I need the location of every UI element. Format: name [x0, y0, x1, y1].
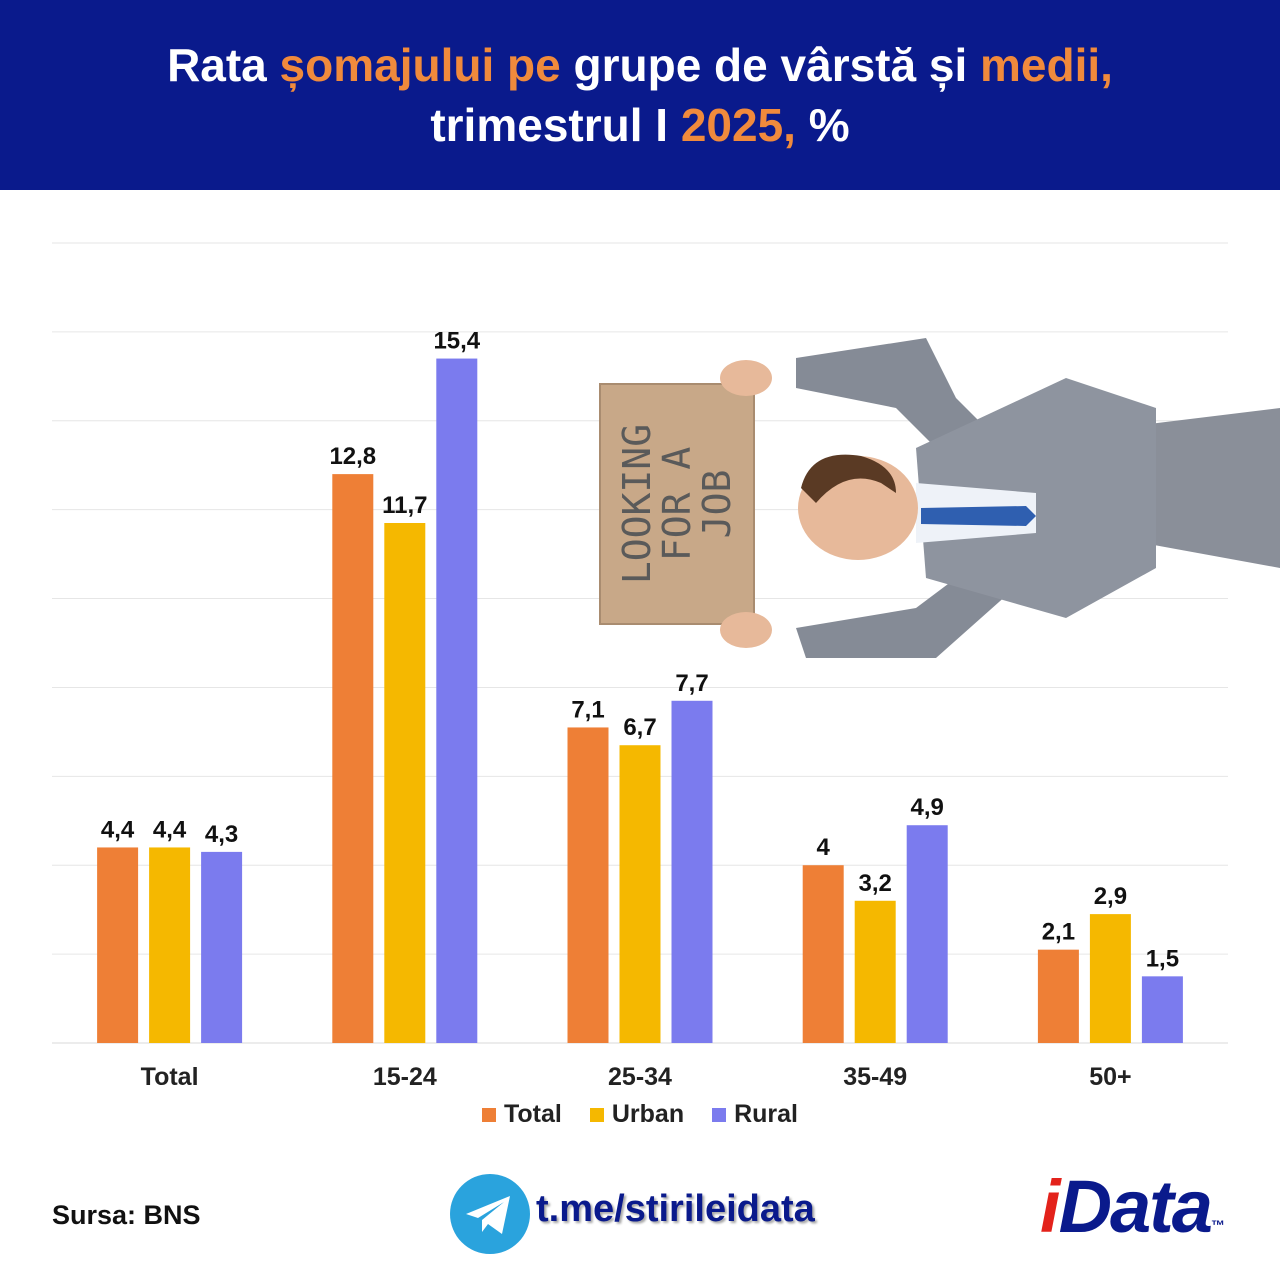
idata-logo: iData™ [1040, 1162, 1225, 1252]
chart-title-line-2: trimestrul I 2025, % [430, 95, 849, 155]
hair-shape [801, 454, 896, 503]
bar-total [567, 727, 609, 1043]
data-label: 4,9 [911, 794, 944, 821]
data-label: 6,7 [623, 714, 656, 741]
x-tick-label: 25-34 [608, 1063, 672, 1091]
data-label: 2,1 [1042, 919, 1075, 946]
bar-rural [1141, 976, 1183, 1043]
chart-title-line-1: Rata șomajului pe grupe de vârstă și med… [167, 35, 1113, 95]
x-tick-label: Total [141, 1063, 199, 1091]
data-label: 1,5 [1146, 945, 1179, 972]
x-tick-label: 35-49 [843, 1063, 907, 1091]
title-segment: șomajului pe [279, 39, 574, 91]
legend-item-urban: Urban [589, 1100, 685, 1129]
bar-urban [149, 847, 191, 1043]
telegram-link[interactable]: t.me/stirileidata [536, 1188, 815, 1230]
title-segment: medii, [980, 39, 1113, 91]
hand-bottom-shape [720, 612, 772, 648]
title-segment: % [808, 99, 850, 151]
logo-i-letter: i [1040, 1165, 1061, 1248]
bar-rural [671, 700, 713, 1043]
legend-item-total: Total [481, 1100, 562, 1129]
title-segment: Rata [167, 39, 280, 91]
bar-rural [201, 851, 243, 1043]
legend-swatch [712, 1107, 727, 1122]
data-label: 4 [817, 834, 831, 861]
job-seeker-illustration: LOOKING FOR A JOB [599, 338, 1280, 658]
logo-trademark: ™ [1210, 1217, 1225, 1233]
bar-urban [619, 745, 661, 1043]
cardboard-sign [599, 383, 755, 625]
bar-urban [854, 900, 896, 1043]
source-label: Sursa: BNS [52, 1200, 201, 1230]
title-segment: grupe de vârstă și [573, 39, 980, 91]
chart-legend: Total Urban Rural [0, 1100, 1280, 1129]
data-label: 2,9 [1094, 883, 1127, 910]
sign-text-group: LOOKING FOR A JOB [615, 424, 739, 584]
bar-total [802, 865, 844, 1043]
bar-total [332, 474, 374, 1044]
data-label: 15,4 [433, 328, 480, 355]
legend-swatch [481, 1107, 496, 1122]
bar-urban [384, 523, 426, 1043]
header-banner: Rata șomajului pe grupe de vârstă și med… [0, 0, 1280, 190]
tie-shape [921, 506, 1036, 526]
legend-label: Urban [611, 1100, 685, 1128]
bar-total [97, 847, 139, 1043]
sign-text-line: JOB [695, 470, 739, 539]
title-segment: 2025, [680, 99, 809, 151]
bar-total [1037, 949, 1079, 1043]
data-label: 7,1 [571, 696, 604, 723]
legend-item-rural: Rural [712, 1100, 798, 1129]
bar-rural [436, 358, 478, 1043]
bar-rural [906, 825, 948, 1043]
telegram-icon[interactable] [448, 1172, 532, 1256]
logo-data-word: Data [1058, 1165, 1213, 1248]
telegram-plane-shape [466, 1196, 510, 1234]
hand-top-shape [720, 360, 772, 396]
data-label: 11,7 [382, 492, 427, 519]
bar-urban [1089, 914, 1131, 1043]
trousers-shape [1116, 408, 1280, 568]
x-tick-label: 50+ [1089, 1063, 1131, 1091]
sign-text-line: LOOKING [615, 424, 659, 584]
x-tick-label: 15-24 [373, 1063, 437, 1091]
data-label: 4,3 [205, 821, 238, 848]
title-segment: trimestrul I [430, 99, 681, 151]
data-label: 4,4 [153, 816, 187, 843]
data-label: 7,7 [675, 670, 708, 697]
data-label: 12,8 [329, 443, 376, 470]
sign-text-line: FOR A [655, 447, 699, 562]
legend-label: Rural [734, 1100, 798, 1128]
legend-swatch [589, 1107, 604, 1122]
bar-chart: 4,4 4,4 4,3 Total 12,811,7 15,4 15-24 7,1 6,7 7,7… [52, 242, 1228, 1091]
data-label: 3,2 [859, 870, 892, 897]
data-label: 4,4 [101, 816, 135, 843]
legend-label: Total [503, 1100, 562, 1128]
